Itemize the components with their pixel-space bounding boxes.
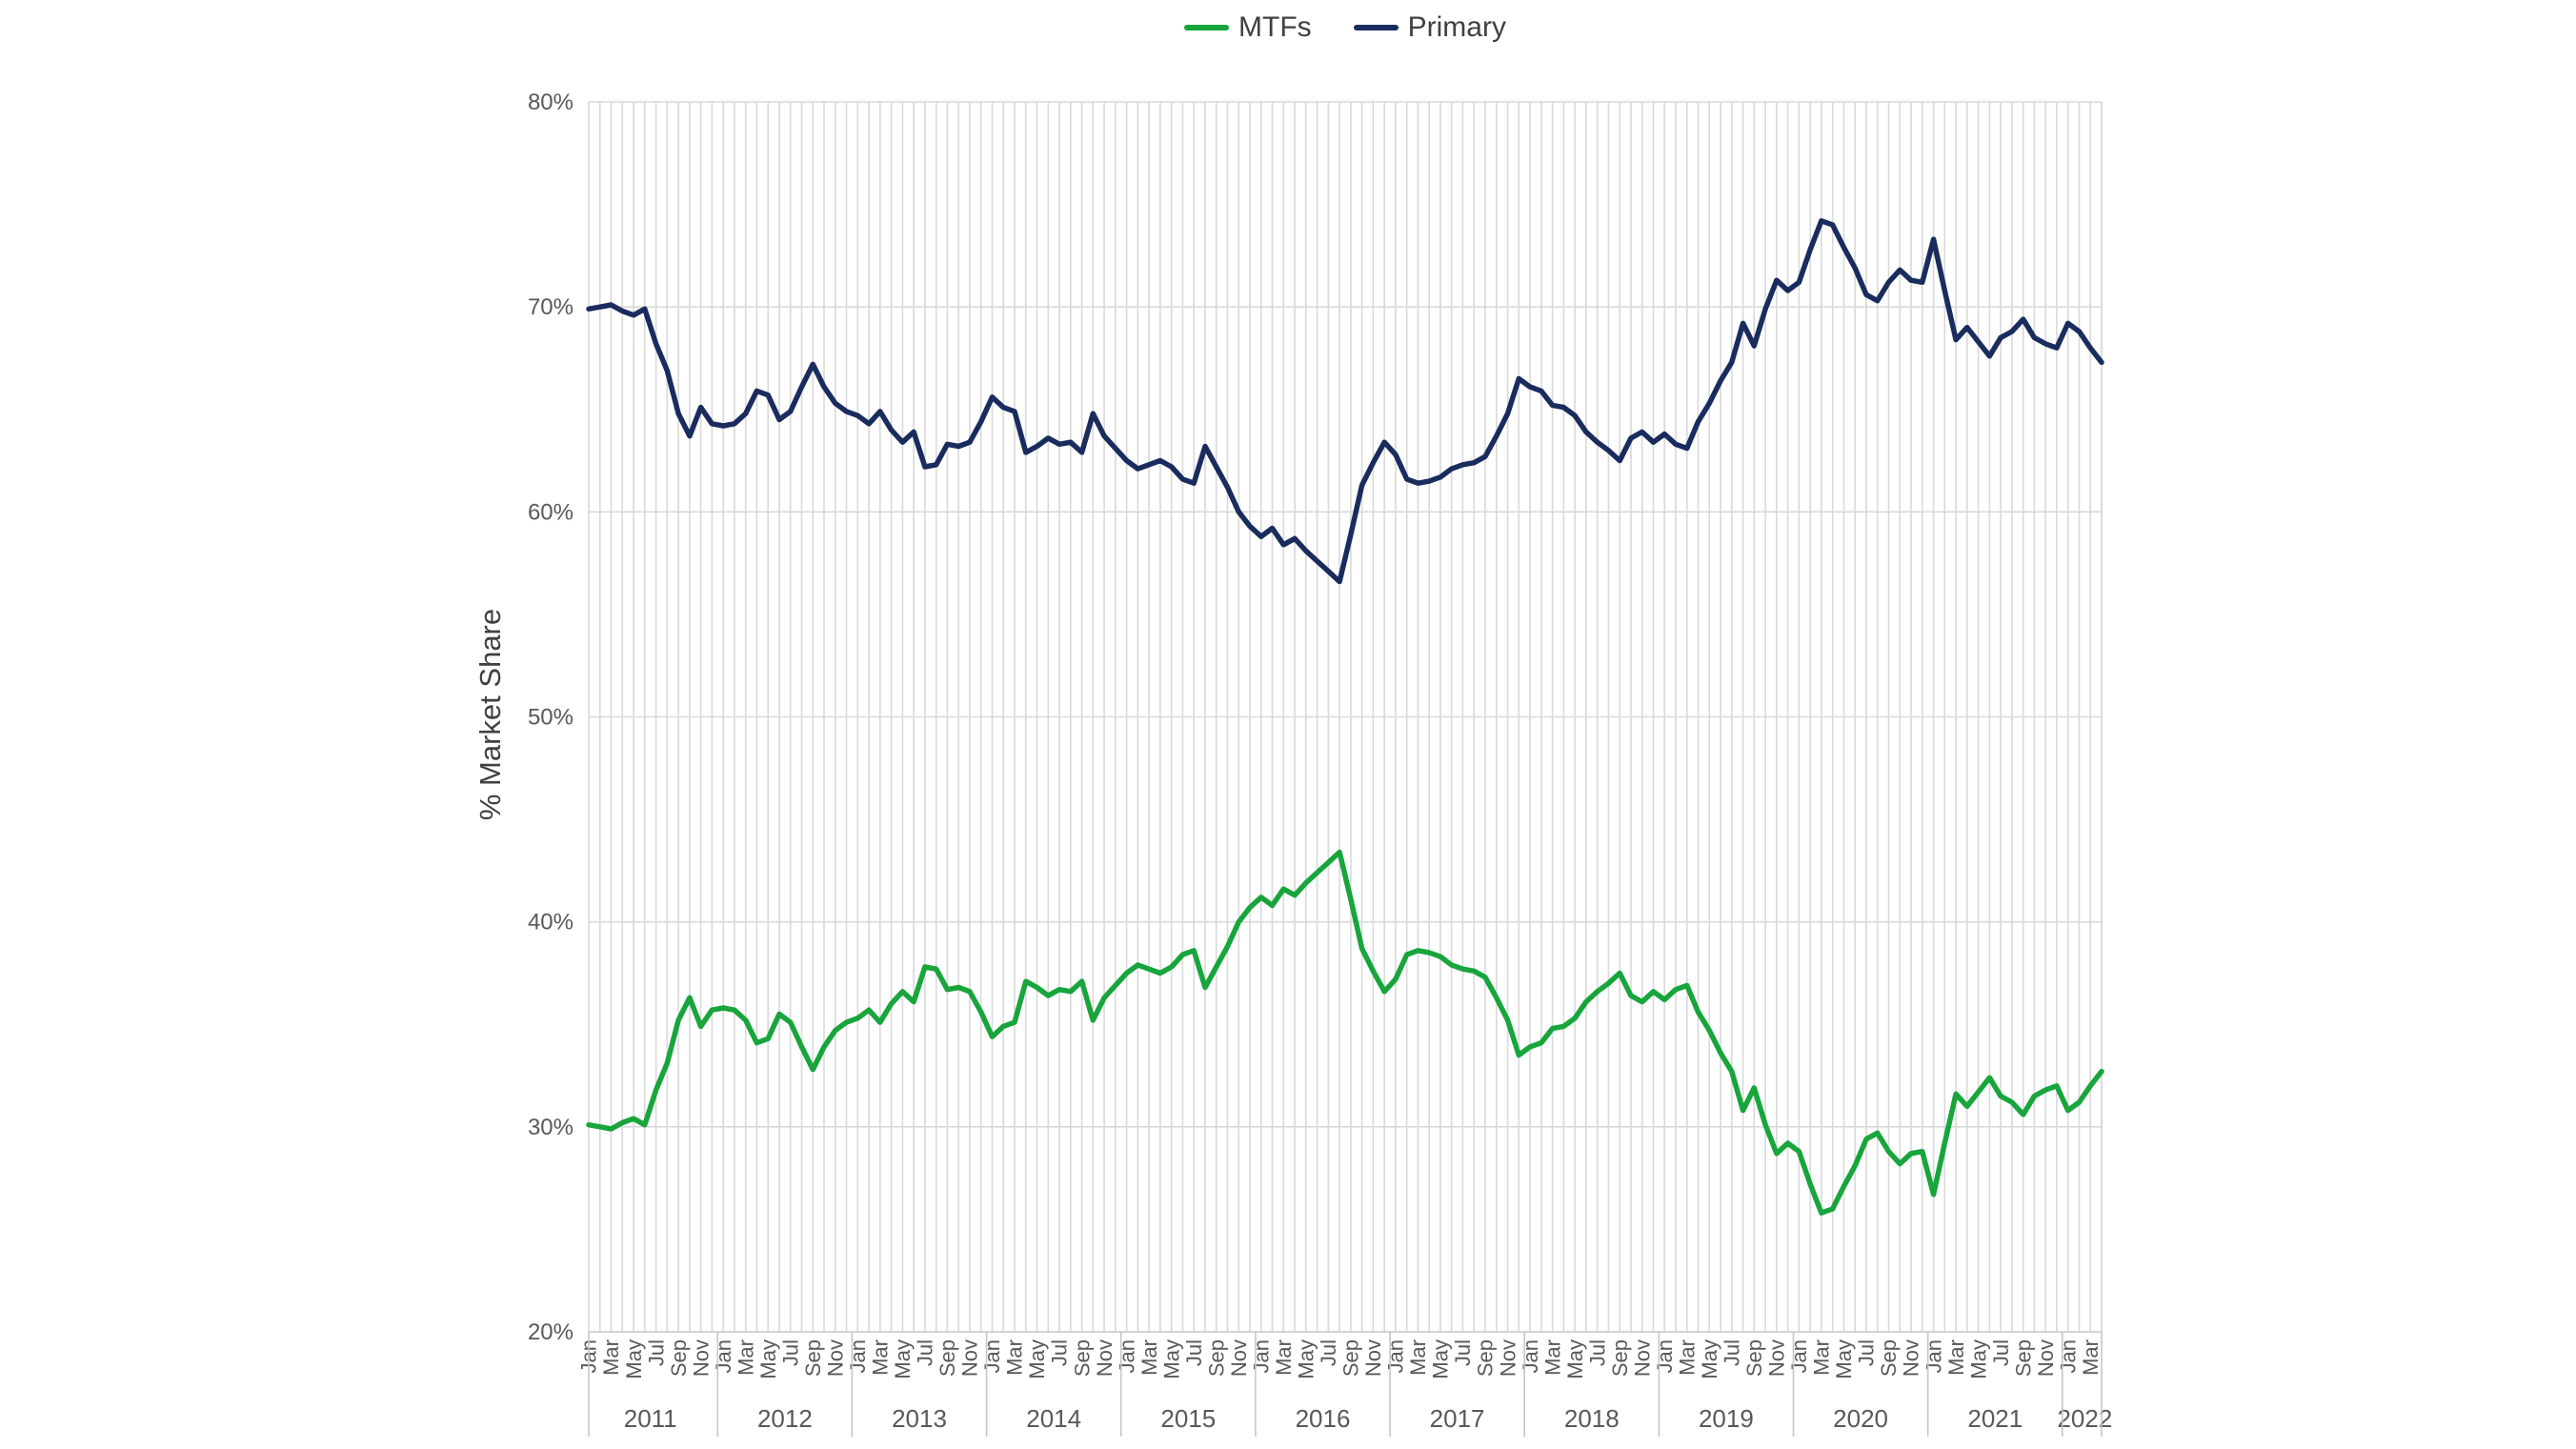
- month-tick-label: May: [1159, 1339, 1183, 1379]
- year-label: 2016: [1296, 1404, 1351, 1433]
- month-tick-label: Mar: [599, 1339, 623, 1376]
- month-tick-label: Mar: [2079, 1339, 2103, 1376]
- month-tick-label: Mar: [1272, 1339, 1296, 1376]
- month-tick-label: May: [622, 1339, 646, 1379]
- series-line-primary: [586, 218, 2104, 585]
- month-tick-label: Jul: [1989, 1339, 2013, 1366]
- month-tick-label: Jan: [712, 1339, 735, 1373]
- month-tick-label: May: [1966, 1339, 1990, 1379]
- y-tick-label: 50%: [528, 705, 574, 731]
- month-tick-label: Jul: [644, 1339, 668, 1366]
- month-tick-label: Jan: [1115, 1339, 1138, 1373]
- month-tick-label: Sep: [1204, 1339, 1228, 1377]
- month-tick-label: May: [891, 1339, 915, 1379]
- month-tick-label: Mar: [734, 1339, 757, 1376]
- month-tick-label: Jul: [1048, 1339, 1072, 1366]
- month-tick-label: Jan: [980, 1339, 1004, 1373]
- month-tick-label: Nov: [958, 1339, 982, 1377]
- month-tick-label: Sep: [1474, 1339, 1498, 1377]
- month-tick-label: Nov: [1227, 1339, 1251, 1377]
- month-tick-label: Sep: [936, 1339, 959, 1377]
- month-tick-label: May: [1295, 1339, 1318, 1379]
- month-tick-label: Nov: [1361, 1339, 1385, 1377]
- month-tick-label: Mar: [1944, 1339, 1968, 1376]
- y-tick-label: 80%: [528, 90, 574, 115]
- y-tick-label: 40%: [528, 910, 574, 936]
- month-tick-label: Jul: [1721, 1339, 1744, 1366]
- month-tick-label: Sep: [1339, 1339, 1363, 1377]
- month-tick-label: Jan: [1787, 1339, 1811, 1373]
- year-label: 2017: [1430, 1404, 1485, 1433]
- legend-label-primary: Primary: [1407, 11, 1506, 43]
- month-tick-label: May: [1429, 1339, 1453, 1379]
- month-tick-label: Nov: [689, 1339, 713, 1377]
- chart-legend: MTFs Primary: [589, 11, 2102, 44]
- month-tick-label: Nov: [1900, 1339, 1923, 1377]
- month-tick-label: Jul: [914, 1339, 937, 1366]
- legend-item-mtfs: MTFs: [1184, 11, 1312, 44]
- month-tick-label: Mar: [1676, 1339, 1700, 1376]
- year-label: 2020: [1833, 1404, 1888, 1433]
- month-tick-label: Jan: [2056, 1339, 2080, 1373]
- month-tick-label: May: [1563, 1339, 1587, 1379]
- year-label: 2012: [757, 1404, 813, 1433]
- month-tick-label: Jan: [846, 1339, 870, 1373]
- month-tick-label: May: [756, 1339, 780, 1379]
- month-tick-label: Mar: [1810, 1339, 1834, 1376]
- month-tick-label: Nov: [1496, 1339, 1519, 1377]
- month-tick-label: Nov: [1093, 1339, 1117, 1377]
- month-tick-label: Jan: [1250, 1339, 1274, 1373]
- month-tick-label: Nov: [1765, 1339, 1789, 1377]
- mtfs-line-swatch-icon: [1184, 25, 1229, 30]
- month-tick-label: Jul: [1182, 1339, 1206, 1366]
- y-tick-label: 20%: [528, 1319, 574, 1345]
- year-label: 2011: [624, 1404, 677, 1433]
- legend-item-primary: Primary: [1353, 11, 1506, 44]
- month-tick-label: Jul: [1585, 1339, 1609, 1366]
- month-tick-label: Sep: [1877, 1339, 1901, 1377]
- y-tick-label: 60%: [528, 499, 574, 525]
- year-label: 2014: [1026, 1404, 1081, 1433]
- month-tick-label: Jan: [1384, 1339, 1408, 1373]
- year-label: 2013: [892, 1404, 947, 1433]
- month-tick-label: Sep: [667, 1339, 691, 1377]
- month-tick-label: Jul: [778, 1339, 802, 1366]
- primary-line-swatch-icon: [1353, 25, 1399, 30]
- month-tick-label: Jul: [1451, 1339, 1475, 1366]
- month-tick-label: Jul: [1317, 1339, 1340, 1366]
- month-tick-label: Sep: [801, 1339, 825, 1377]
- month-tick-label: Jan: [1653, 1339, 1677, 1373]
- month-tick-label: Sep: [1070, 1339, 1094, 1377]
- series-line-mtfs: [586, 849, 2104, 1216]
- y-axis-title: % Market Share: [473, 608, 507, 821]
- month-tick-label: May: [1832, 1339, 1856, 1379]
- month-tick-label: May: [1698, 1339, 1721, 1379]
- y-tick-label: 70%: [528, 294, 574, 320]
- year-label: 2022: [2057, 1404, 2112, 1433]
- month-tick-label: Nov: [824, 1339, 848, 1377]
- month-tick-label: Mar: [1137, 1339, 1161, 1376]
- month-tick-label: Sep: [1608, 1339, 1632, 1377]
- legend-label-mtfs: MTFs: [1238, 11, 1312, 43]
- month-tick-label: Jan: [1519, 1339, 1542, 1373]
- year-label: 2019: [1699, 1404, 1754, 1433]
- month-tick-label: Mar: [1540, 1339, 1564, 1376]
- month-tick-label: May: [1025, 1339, 1049, 1379]
- month-tick-label: Jul: [1855, 1339, 1879, 1366]
- year-label: 2018: [1564, 1404, 1620, 1433]
- year-label: 2015: [1160, 1404, 1216, 1433]
- month-tick-label: Jan: [1922, 1339, 1945, 1373]
- month-tick-label: Mar: [1406, 1339, 1430, 1376]
- y-tick-label: 30%: [528, 1115, 574, 1140]
- month-tick-label: Mar: [869, 1339, 893, 1376]
- month-tick-label: Sep: [2011, 1339, 2035, 1377]
- month-tick-label: Sep: [1742, 1339, 1766, 1377]
- month-tick-label: Mar: [1003, 1339, 1027, 1376]
- month-tick-label: Nov: [2034, 1339, 2058, 1377]
- month-tick-label: Nov: [1630, 1339, 1654, 1377]
- year-label: 2021: [1967, 1404, 2023, 1433]
